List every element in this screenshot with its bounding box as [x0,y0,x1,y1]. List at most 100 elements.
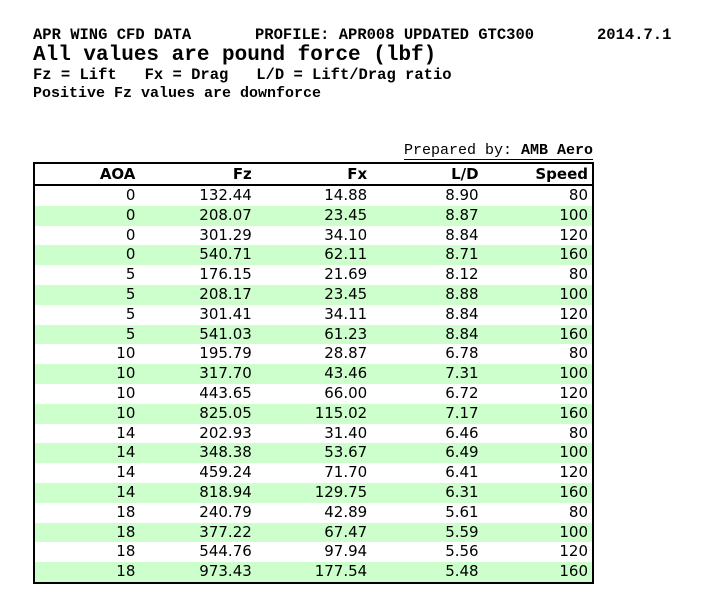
table-row: 14 818.94 129.75 6.31 160 [34,482,593,503]
cell-fx: 66.00 [324,383,368,402]
cell-speed: 120 [559,225,588,244]
profile-label: PROFILE: APR008 UPDATED GTC300 [255,26,535,44]
table-row: 14 348.38 53.67 6.49 100 [34,443,593,464]
cell-aoa: 5 [34,324,144,345]
cell-speed: 80 [568,186,588,204]
cell-aoa: 14 [34,482,144,503]
cell-aoa: 10 [34,364,144,384]
cell-fx: 71.70 [324,463,368,482]
cell-fx: 28.87 [324,344,368,363]
cell-fx: 53.67 [259,443,376,464]
cell-fx: 21.69 [324,265,368,284]
cell-fz: 208.07 [143,205,260,226]
cell-ld: 8.12 [445,265,479,284]
cell-fz: 301.41 [199,304,252,323]
column-header-fx: Fx [259,163,376,186]
table-body: 0 132.44 14.88 8.90 80 0 208.07 23.45 8.87 100 0 30… [34,185,593,583]
cell-speed: 160 [486,324,593,345]
cell-fz: 176.15 [199,265,252,284]
cell-fx: 67.47 [259,522,376,543]
cell-speed: 100 [486,284,593,305]
symbol-legend: Fz = Lift Fx = Drag L/D = Lift/Drag rati… [33,66,452,84]
cell-fz: 317.70 [143,364,260,384]
cell-fz: 443.65 [199,383,252,402]
cell-ld: 6.41 [445,463,479,482]
table-row: 0 208.07 23.45 8.87 100 [34,205,593,226]
cell-ld: 6.49 [375,443,487,464]
cell-speed: 160 [486,562,593,583]
table-row: 5 176.15 21.69 8.12 80 [34,265,593,285]
cell-speed: 120 [559,304,588,323]
cell-speed: 80 [568,265,588,284]
cell-fz: 132.44 [199,186,252,204]
cell-fz: 348.38 [143,443,260,464]
cell-speed: 100 [486,443,593,464]
cell-ld: 8.90 [445,186,479,204]
cell-speed: 120 [559,383,588,402]
cell-ld: 7.31 [375,364,487,384]
cell-fx: 129.75 [259,482,376,503]
header-row: AOA Fz Fx L/D Speed [34,163,593,186]
cell-aoa: 0 [125,186,136,204]
cell-speed: 120 [559,463,588,482]
table-row: 5 208.17 23.45 8.88 100 [34,284,593,305]
cell-speed: 80 [568,502,588,521]
cell-fz: 973.43 [143,562,260,583]
cell-aoa: 18 [116,502,136,521]
cell-ld: 5.56 [445,542,479,561]
cell-speed: 160 [486,245,593,266]
table-row: 18 377.22 67.47 5.59 100 [34,522,593,543]
cell-speed: 80 [568,423,588,442]
cell-fz: 825.05 [143,403,260,424]
column-header-aoa: AOA [34,163,144,186]
table-row: 14 202.93 31.40 6.46 80 [34,424,593,444]
cell-fx: 61.23 [259,324,376,345]
table-row: 18 544.76 97.94 5.56 120 [34,542,593,562]
cell-fx: 31.40 [324,423,368,442]
cell-speed: 100 [486,522,593,543]
cell-fx: 177.54 [259,562,376,583]
cell-fz: 541.03 [143,324,260,345]
cell-speed: 120 [559,542,588,561]
cell-ld: 8.84 [445,304,479,323]
table-row: 5 541.03 61.23 8.84 160 [34,324,593,345]
cell-aoa: 14 [34,443,144,464]
column-header-speed: Speed [486,163,593,186]
column-header-ld: L/D [375,163,487,186]
table-row: 10 825.05 115.02 7.17 160 [34,403,593,424]
cell-ld: 6.72 [445,383,479,402]
downforce-note: Positive Fz values are downforce [33,85,322,102]
cell-fx: 14.88 [324,186,368,204]
cfd-data-table: AOA Fz Fx L/D Speed 0 132.44 14.88 8.90 80 0 2… [33,162,594,584]
prepared-by-label: Prepared by: [403,142,521,159]
cell-aoa: 10 [34,403,144,424]
cell-ld: 8.87 [375,205,487,226]
cell-fx: 34.10 [324,225,368,244]
table-row: 0 132.44 14.88 8.90 80 [34,185,593,206]
cell-ld: 8.84 [445,225,479,244]
table-row: 0 301.29 34.10 8.84 120 [34,226,593,246]
cell-aoa: 14 [116,463,136,482]
table-row: 14 459.24 71.70 6.41 120 [34,463,593,483]
cell-speed: 100 [486,364,593,384]
cell-fz: 818.94 [143,482,260,503]
table-row: 5 301.41 34.11 8.84 120 [34,305,593,325]
cell-ld: 5.59 [375,522,487,543]
cell-ld: 7.17 [375,403,487,424]
cell-aoa: 18 [34,522,144,543]
cell-fz: 544.76 [199,542,252,561]
cell-aoa: 18 [34,562,144,583]
cell-aoa: 10 [116,344,136,363]
table-row: 10 317.70 43.46 7.31 100 [34,364,593,384]
cell-aoa: 0 [34,245,144,266]
cell-ld: 5.48 [375,562,487,583]
cell-aoa: 5 [125,304,136,323]
cell-aoa: 10 [116,383,136,402]
cell-aoa: 18 [116,542,136,561]
cell-fx: 43.46 [259,364,376,384]
prepared-by-value: AMB Aero [520,142,593,159]
cell-ld: 6.31 [375,482,487,503]
document-title: APR WING CFD DATA [33,26,192,44]
cell-ld: 8.84 [375,324,487,345]
